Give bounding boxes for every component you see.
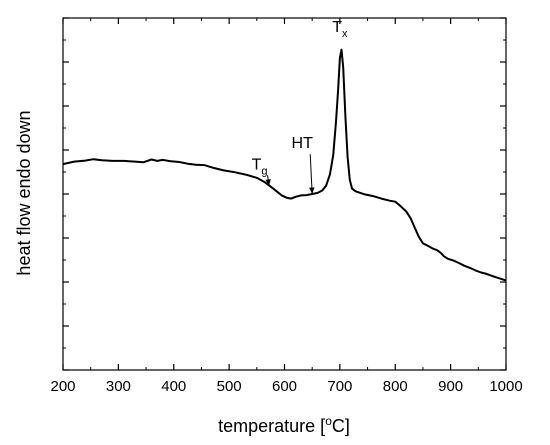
x-tick-label-700: 700 (327, 378, 352, 395)
annotations: Tg HT Tx (252, 19, 348, 195)
x-axis-title: temperature [oC] (218, 414, 350, 436)
x-tick-label-200: 200 (50, 378, 75, 395)
x-tick-label-900: 900 (438, 378, 463, 395)
x-tick-label-600: 600 (272, 378, 297, 395)
y-axis-title: heat flow endo down (14, 110, 34, 275)
heat-flow-curve (62, 48, 507, 282)
annotation-tx: Tx (332, 19, 348, 40)
annotation-label: Tx (332, 19, 348, 40)
x-tick-label-1000: 1000 (489, 378, 522, 395)
annotation-arrow (309, 154, 313, 195)
annotation-ht: HT (292, 135, 315, 195)
axis-ticks (62, 17, 507, 371)
annotation-arrowhead (309, 187, 315, 194)
plot-frame (62, 17, 507, 371)
x-tick-label-300: 300 (106, 378, 131, 395)
annotation-label: HT (292, 135, 314, 152)
x-tick-labels: 200 300 400 500 600 700 800 900 1000 (50, 378, 522, 395)
x-tick-label-400: 400 (161, 378, 186, 395)
annotation-tg: Tg (252, 156, 271, 186)
x-tick-label-800: 800 (383, 378, 408, 395)
annotation-label: Tg (252, 156, 268, 177)
annotation-arrowhead (265, 179, 271, 186)
x-tick-label-500: 500 (217, 378, 242, 395)
